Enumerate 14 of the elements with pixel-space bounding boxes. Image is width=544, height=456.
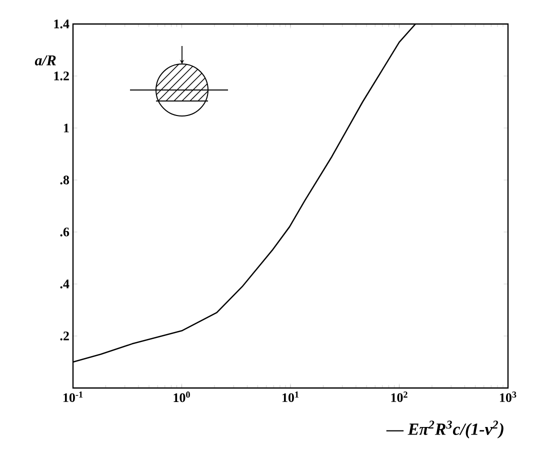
x-tick-label: 10$^{0}$ xyxy=(174,392,190,402)
y-tick-label: .8 xyxy=(60,176,70,184)
x-tick-label: 10$^{1}$ xyxy=(282,392,299,402)
y-tick-label: 1.4 xyxy=(54,20,70,28)
y-tick-label: 1.2 xyxy=(54,72,69,80)
y-tick-label: .4 xyxy=(60,280,70,288)
y-tick-label: .2 xyxy=(60,332,69,340)
x-axis-title: — Eπ$^{2}$R$^{3}$c/(1-ν$^{2}$) xyxy=(386,420,504,438)
y-tick-label: .6 xyxy=(60,228,70,236)
x-tick-label: 10$^{2}$ xyxy=(391,392,408,402)
y-axis-title: a/R xyxy=(34,55,56,66)
x-tick-label: 10$^{3}$ xyxy=(500,392,516,402)
x-tick-label: 10$^{-1}$ xyxy=(63,392,83,402)
y-tick-label: 1 xyxy=(64,124,69,132)
